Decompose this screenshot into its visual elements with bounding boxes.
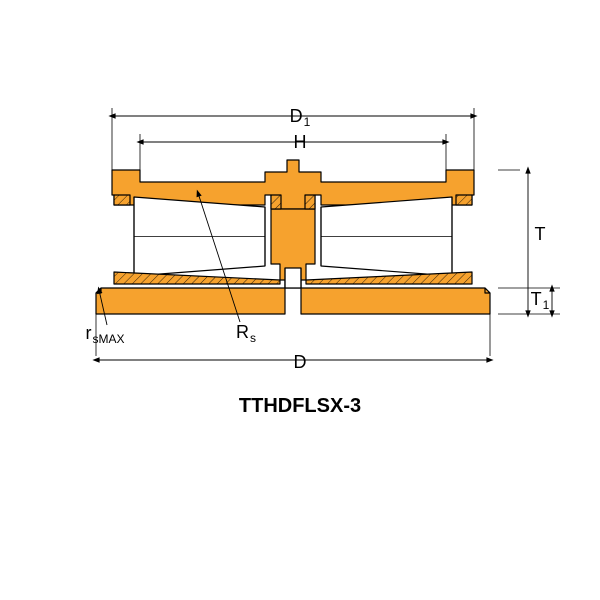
diagram-stage: { "title": "TTHDFLSX-3", "title_fontsize… [0, 0, 600, 600]
Rs-label: R [236, 322, 249, 342]
diagram-title: TTHDFLSX-3 [239, 395, 361, 417]
T1-label: T [531, 289, 542, 309]
svg-text:T: T [535, 224, 546, 244]
D1-label: D [290, 106, 303, 126]
svg-text:H: H [294, 132, 307, 152]
svg-text:D: D [294, 352, 307, 372]
T-label: T [535, 224, 546, 244]
rsmax-label: r [85, 323, 91, 343]
D-label: D [294, 352, 307, 372]
H-label: H [294, 132, 307, 152]
